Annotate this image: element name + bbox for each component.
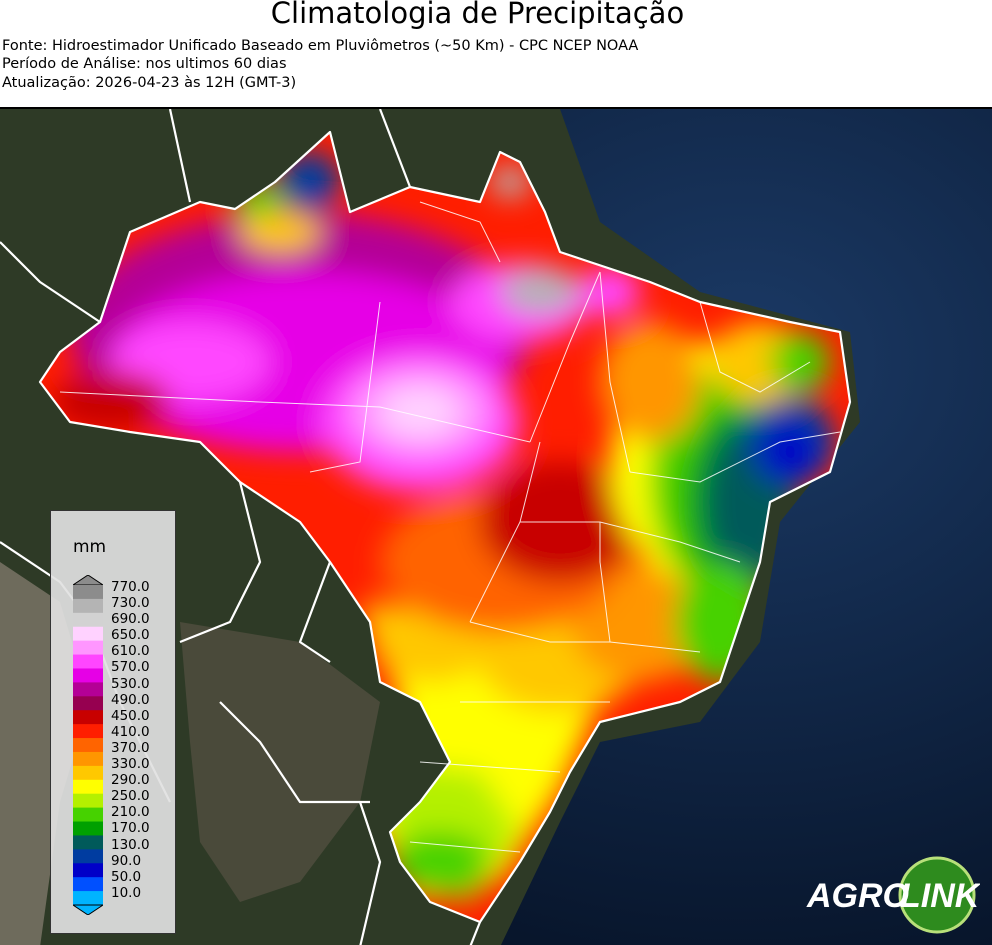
legend-tick-label: 490.0: [111, 691, 150, 708]
legend-tick-label: 170.0: [111, 820, 150, 837]
legend-tick-label: 370.0: [111, 739, 150, 756]
legend-tick-label: 210.0: [111, 804, 150, 821]
legend-tick-label: 330.0: [111, 756, 150, 773]
legend-color-step: [73, 807, 103, 823]
legend-color-step: [73, 835, 103, 850]
logo-text-link: LINK: [900, 877, 980, 915]
map-canvas: [0, 109, 992, 945]
legend-color-step: [73, 779, 103, 795]
legend-color-step: [73, 682, 103, 697]
logo-graphic: AGRO LINK: [806, 856, 982, 934]
logo-text-agro: AGRO: [806, 877, 909, 915]
map-title: Climatologia de Precipitação: [270, 0, 685, 30]
legend-arrow-top: [73, 575, 103, 586]
subtitle-period: Período de Análise: nos ultimos 60 dias: [2, 56, 287, 72]
legend-color-step: [73, 640, 103, 656]
legend-arrow-bottom: [73, 904, 103, 915]
legend-color-step: [73, 891, 103, 906]
subtitle-source: Fonte: Hidroestimador Unificado Baseado …: [2, 38, 639, 54]
legend-color-step: [73, 696, 103, 711]
legend-box: mm 770.0 730.0 690.0 650.0 610.0 570.0 530.0 49…: [50, 510, 176, 934]
legend-tick-label: 770.0: [111, 579, 150, 595]
legend-tick-label: 610.0: [111, 643, 150, 660]
legend-color-step: [73, 612, 103, 628]
legend-tick-label: 570.0: [111, 659, 150, 676]
legend-tick-label: 290.0: [111, 772, 150, 789]
legend-tick-label: 130.0: [111, 836, 150, 853]
legend-tick-label: 10.0: [111, 884, 142, 901]
legend-color-step: [73, 751, 103, 767]
legend-color-step: [73, 738, 103, 753]
legend-tick-label: 730.0: [111, 595, 150, 612]
legend-color-step: [73, 765, 103, 781]
legend-color-step: [73, 724, 103, 739]
legend-color-step: [73, 668, 103, 683]
legend-tick-label: 450.0: [111, 707, 150, 724]
legend-color-step: [73, 821, 103, 836]
legend-tick-label: 650.0: [111, 627, 150, 644]
legend-color-step: [73, 598, 103, 614]
legend-tick-label: 690.0: [111, 611, 150, 628]
legend-colorbar: [73, 575, 103, 915]
legend-color-step: [73, 585, 103, 600]
agrolink-logo: AGRO LINK: [805, 855, 982, 935]
legend-color-step: [73, 849, 103, 864]
chaco-terrain: [180, 622, 380, 902]
legend-color-step: [73, 793, 103, 809]
legend-unit: mm: [73, 537, 107, 557]
precipitation-map: [0, 107, 992, 945]
legend-tick-label: 410.0: [111, 723, 150, 740]
legend-tick-label: 250.0: [111, 788, 150, 805]
legend-tick-label: 50.0: [111, 868, 142, 885]
legend-color-step: [73, 877, 103, 892]
subtitle-update: Atualização: 2026-04-23 às 12H (GMT-3): [2, 75, 297, 91]
state-borders: [59, 201, 841, 853]
legend-tick-label: 530.0: [111, 675, 150, 692]
legend-color-step: [73, 626, 103, 642]
legend-tick-label: 90.0: [111, 852, 142, 869]
legend-tick-labels: 770.0 730.0 690.0 650.0 610.0 570.0 530.0 490.0…: [111, 579, 150, 901]
legend-color-step: [73, 654, 103, 669]
legend-color-step: [73, 710, 103, 725]
legend-color-step: [73, 863, 103, 878]
